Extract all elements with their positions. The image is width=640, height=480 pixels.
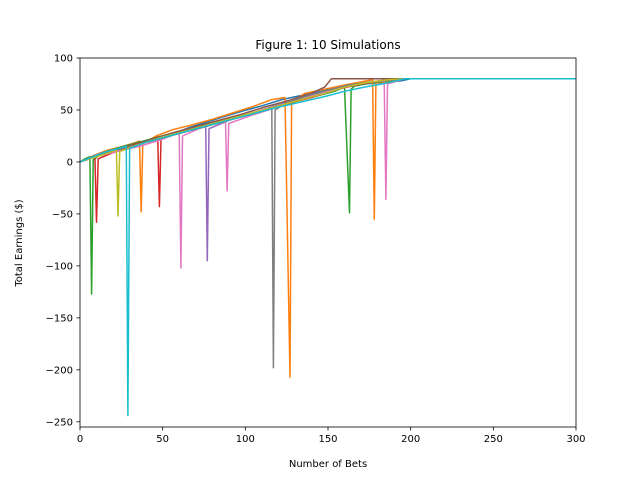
y-tick-label: 100 [54, 54, 73, 65]
y-tick-label: −150 [46, 313, 73, 324]
x-tick-label: 200 [401, 434, 420, 445]
chart-title: Figure 1: 10 Simulations [255, 38, 400, 52]
series-layer [79, 78, 576, 417]
x-tick-label: 150 [318, 434, 337, 445]
x-tick-label: 50 [156, 434, 169, 445]
x-tick-label: 300 [566, 434, 585, 445]
y-tick-label: −200 [46, 365, 73, 376]
y-tick-label: −50 [52, 209, 73, 220]
series-line-2 [79, 78, 576, 378]
y-tick-label: −100 [46, 261, 73, 272]
series-line-6 [79, 78, 576, 163]
series-line-7 [79, 78, 576, 269]
y-tick-label: 0 [67, 157, 73, 168]
x-axis-label: Number of Bets [289, 459, 367, 470]
x-tick-label: 0 [77, 434, 83, 445]
y-tick-label: −250 [46, 417, 73, 428]
y-axis-label: Total Earnings ($) [14, 199, 25, 287]
series-line-9 [79, 78, 576, 217]
x-axis: 0 50 100 150 200 250 300 [77, 427, 586, 445]
y-axis: −250 −200 −150 −100 −50 0 50 100 [46, 54, 80, 428]
x-tick-label: 250 [484, 434, 503, 445]
series-line-10 [79, 78, 576, 417]
y-tick-label: 50 [60, 105, 73, 116]
x-tick-label: 100 [236, 434, 255, 445]
